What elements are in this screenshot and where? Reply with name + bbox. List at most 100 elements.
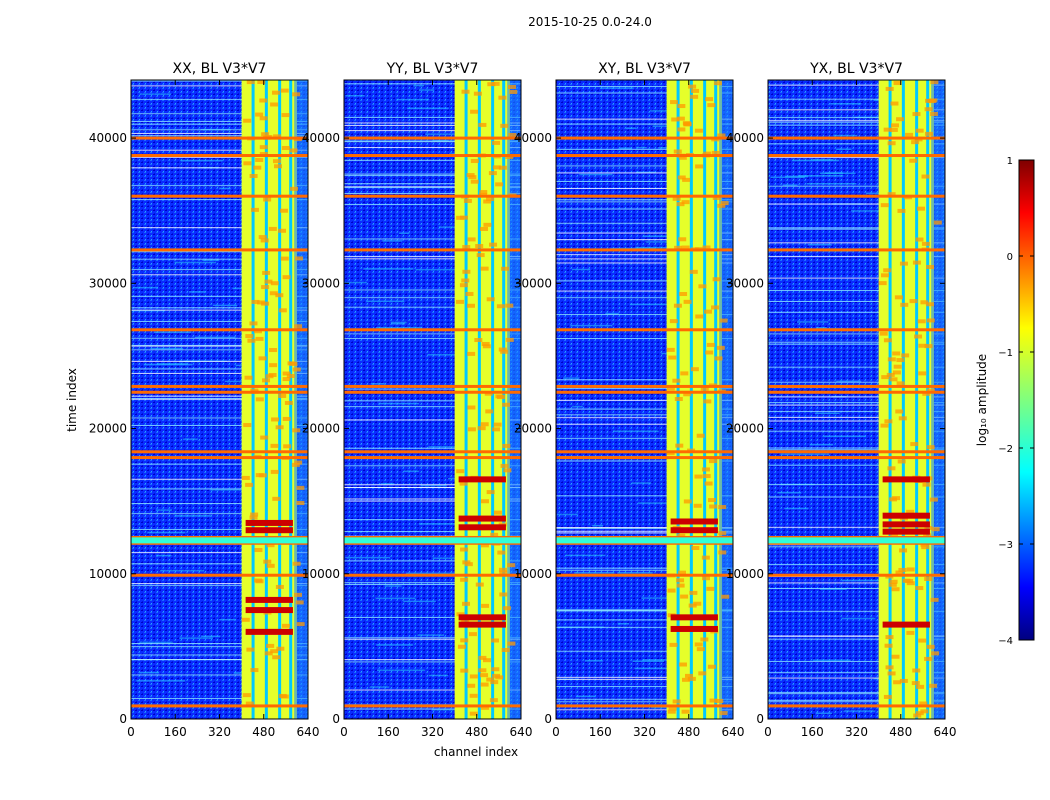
band-speckle: [499, 570, 508, 575]
band-speckle: [894, 295, 903, 300]
band-speckle: [921, 545, 930, 550]
band-speckle: [915, 586, 924, 591]
band-speckle: [501, 266, 510, 271]
flag-row: [344, 384, 521, 388]
band-speckle: [495, 675, 504, 680]
heatmap-row-line: [768, 496, 945, 498]
heatmap-row-line: [344, 116, 521, 118]
flag-row: [131, 328, 308, 332]
band-speckle: [897, 459, 906, 464]
band-speckle: [926, 388, 935, 393]
y-tick-label: 10000: [302, 567, 340, 581]
panels-group: XX, BL V3*V7 0 160 320 480 640 0 10000 20000 3000…: [89, 61, 957, 739]
band-speckle: [245, 701, 254, 706]
heatmap-row-line: [131, 123, 308, 125]
band-edge: [931, 80, 945, 719]
heatmap-streak: [807, 243, 832, 246]
flag-row: [344, 390, 521, 394]
y-tick-label: 40000: [726, 131, 764, 145]
band-speckle: [281, 145, 290, 150]
heatmap-row-line: [344, 689, 521, 691]
band-speckle: [254, 548, 263, 553]
heatmap-streak: [432, 709, 473, 711]
band-speckle: [277, 228, 286, 233]
heatmap-streak: [812, 659, 851, 662]
band-speckle: [497, 550, 506, 555]
band-speckle: [253, 165, 262, 170]
heatmap-streak: [382, 240, 402, 242]
y-tick-label: 0: [332, 712, 340, 726]
rfi-band-stripe: [251, 80, 255, 719]
band-speckle: [246, 80, 255, 85]
heatmap-row-line: [768, 661, 945, 663]
heatmap-row-line: [556, 709, 733, 711]
band-speckle: [259, 145, 268, 150]
band-speckle: [463, 198, 472, 203]
flag-row: [131, 390, 308, 394]
heatmap-row-line: [344, 193, 521, 195]
heatmap-streak: [159, 569, 205, 572]
heatmap-streak: [391, 322, 406, 325]
heatmap-row-line: [131, 513, 308, 515]
band-speckle: [269, 291, 278, 296]
x-tick-label: 320: [633, 725, 656, 739]
band-speckle: [243, 161, 252, 166]
heatmap-streak: [556, 513, 578, 516]
heatmap-row-line: [131, 488, 308, 490]
band-speckle: [483, 199, 492, 204]
heatmap-streak: [174, 261, 216, 264]
band-speckle: [269, 363, 278, 368]
band-speckle: [284, 400, 293, 405]
band-speckle: [926, 318, 935, 323]
band-speckle: [688, 84, 697, 89]
band-speckle: [689, 269, 698, 274]
band-speckle: [257, 300, 266, 305]
band-speckle: [268, 226, 277, 231]
band-speckle: [468, 632, 477, 637]
y-tick-label: 30000: [302, 276, 340, 290]
band-speckle: [680, 371, 689, 376]
band-speckle: [470, 179, 479, 184]
colorbar-tick-label: −1: [998, 348, 1013, 359]
band-speckle: [262, 270, 271, 275]
band-speckle: [704, 481, 713, 486]
band-high-row: [458, 515, 506, 522]
flag-row: [131, 194, 308, 198]
flag-row: [131, 154, 308, 158]
band-speckle: [261, 301, 270, 306]
band-speckle: [926, 265, 935, 270]
flag-row: [344, 136, 521, 140]
flag-row: [556, 384, 733, 388]
band-speckle: [263, 197, 272, 202]
band-speckle: [250, 207, 259, 212]
band-speckle: [892, 351, 901, 356]
flag-row: [131, 384, 308, 388]
colorbar-tick-label: 0: [1007, 252, 1013, 263]
y-tick-label: 20000: [302, 422, 340, 436]
band-speckle: [488, 171, 497, 176]
heatmap-row-line: [344, 146, 521, 148]
band-speckle: [926, 644, 935, 649]
heatmap-row-line: [768, 277, 945, 279]
band-speckle: [674, 245, 683, 250]
heatmap-streak: [836, 380, 861, 383]
heatmap-streak: [418, 523, 467, 525]
band-speckle: [466, 303, 475, 308]
band-speckle: [914, 334, 923, 339]
heatmap-streak: [629, 303, 676, 306]
band-speckle: [706, 342, 715, 347]
band-speckle: [901, 353, 910, 358]
band-speckle: [469, 674, 478, 679]
band-speckle: [892, 370, 901, 375]
band-speckle: [924, 107, 933, 112]
heatmap-row-line: [131, 344, 308, 346]
heatmap-row-line: [344, 122, 521, 124]
heatmap-streak: [625, 127, 637, 130]
heatmap-streak: [814, 412, 840, 415]
band-speckle: [669, 319, 678, 324]
heatmap-streak: [363, 268, 414, 270]
band-speckle: [242, 693, 251, 698]
heatmap-row-line: [768, 430, 945, 432]
band-speckle: [485, 409, 494, 414]
heatmap-streak: [797, 321, 829, 323]
